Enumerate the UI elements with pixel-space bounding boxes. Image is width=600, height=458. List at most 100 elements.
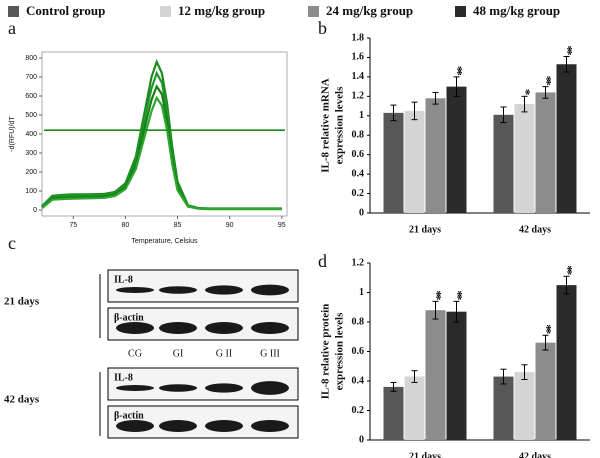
lane-label: CG (128, 348, 142, 359)
x-axis-label: Temperature, Celsius (131, 238, 198, 245)
y-tick-label: 0.6 (352, 149, 365, 160)
y-tick-label: 0.6 (352, 346, 365, 357)
blot-band (159, 286, 197, 294)
y-tick-label: 1 (359, 110, 364, 121)
bar (556, 285, 577, 440)
y-axis-label: IL-8 relative mRNA (320, 78, 332, 173)
error-bar (411, 370, 418, 383)
error-bar (542, 86, 549, 99)
bar (514, 372, 535, 440)
y-tick-label: 0.2 (352, 405, 365, 416)
significance-mark: ** (561, 265, 576, 275)
plot-frame (41, 51, 288, 217)
y-tick-label: 0.8 (352, 130, 365, 141)
bar (383, 112, 404, 213)
y-axis-label: expression levels (334, 312, 346, 390)
legend-label: 12 mg/kg group (178, 3, 265, 18)
bar (383, 386, 404, 440)
significance-mark: ** (540, 76, 555, 86)
error-bar (500, 368, 507, 385)
panel-label: d (318, 251, 327, 271)
y-tick-label: 1.4 (352, 71, 365, 82)
y-tick-label: 0 (359, 434, 364, 445)
y-tick-label: 100 (25, 188, 37, 195)
row-label: β-actin (114, 312, 144, 323)
significance-mark: ** (430, 290, 445, 300)
blot-band (251, 420, 289, 432)
y-tick-label: 1.8 (352, 32, 365, 43)
bar (535, 342, 556, 440)
error-bar (453, 76, 460, 97)
y-tick-label: 1 (359, 287, 364, 298)
y-tick-label: 600 (25, 93, 37, 100)
group-label: 21 days (4, 296, 40, 308)
bar (446, 311, 467, 440)
error-bar (390, 104, 397, 122)
legend-swatch (160, 6, 171, 17)
y-tick-label: 0 (359, 207, 364, 218)
error-bar (432, 300, 439, 320)
blot-band (205, 383, 243, 393)
x-tick-label: 42 days (519, 451, 551, 458)
y-axis-label: IL-8 relative protein (320, 304, 332, 400)
row-label: IL-8 (114, 372, 133, 383)
y-axis-label: -d(RFU)/dT (9, 116, 16, 152)
bar (446, 86, 467, 213)
panel-label: c (8, 233, 16, 253)
error-bar (390, 381, 397, 392)
bar (404, 110, 425, 213)
blot-band (251, 322, 289, 334)
x-tick-label: 80 (122, 222, 130, 229)
lane-label: GI (173, 348, 184, 359)
bar (514, 104, 535, 213)
y-tick-label: 200 (25, 169, 37, 176)
blot-band (116, 385, 154, 391)
error-bar (521, 95, 528, 113)
y-tick-label: 0.2 (352, 188, 365, 199)
error-bar (542, 334, 549, 351)
melt-curve (41, 95, 282, 211)
x-tick-label: 42 days (519, 224, 551, 235)
row-label: IL-8 (114, 274, 133, 285)
x-tick-label: 95 (278, 222, 286, 229)
blot-band (205, 420, 243, 432)
error-bar (411, 101, 418, 121)
blot-band (205, 285, 243, 295)
error-bar (521, 364, 528, 381)
x-tick-label: 85 (174, 222, 182, 229)
panel-label: b (318, 18, 327, 38)
significance-mark: ** (540, 324, 555, 334)
y-tick-label: 0 (33, 207, 37, 214)
blot-band (159, 322, 197, 334)
significance-mark: * (519, 89, 534, 95)
blot-band (205, 322, 243, 334)
y-tick-label: 800 (25, 55, 37, 62)
bar (493, 376, 514, 440)
panel-label: a (8, 18, 16, 38)
legend-label: 48 mg/kg group (473, 3, 560, 18)
bar (425, 98, 446, 213)
blot-band (116, 287, 154, 293)
x-tick-label: 75 (69, 222, 77, 229)
blot-band (159, 384, 197, 392)
bar (535, 92, 556, 213)
error-bar (563, 55, 570, 73)
error-bar (563, 275, 570, 295)
blot-band (116, 322, 154, 334)
bar (425, 310, 446, 440)
y-tick-label: 1.6 (352, 52, 365, 63)
blot-band (251, 284, 289, 296)
error-bar (432, 91, 439, 105)
legend-label: 24 mg/kg group (326, 3, 413, 18)
blot-band (116, 420, 154, 432)
group-label: 42 days (4, 394, 40, 406)
y-tick-label: 0.8 (352, 316, 365, 327)
legend-swatch (8, 6, 19, 17)
x-tick-label: 90 (226, 222, 234, 229)
error-bar (500, 106, 507, 124)
legend-label: Control group (26, 3, 105, 18)
lane-label: G III (260, 348, 280, 359)
bar (556, 64, 577, 213)
y-tick-label: 400 (25, 131, 37, 138)
